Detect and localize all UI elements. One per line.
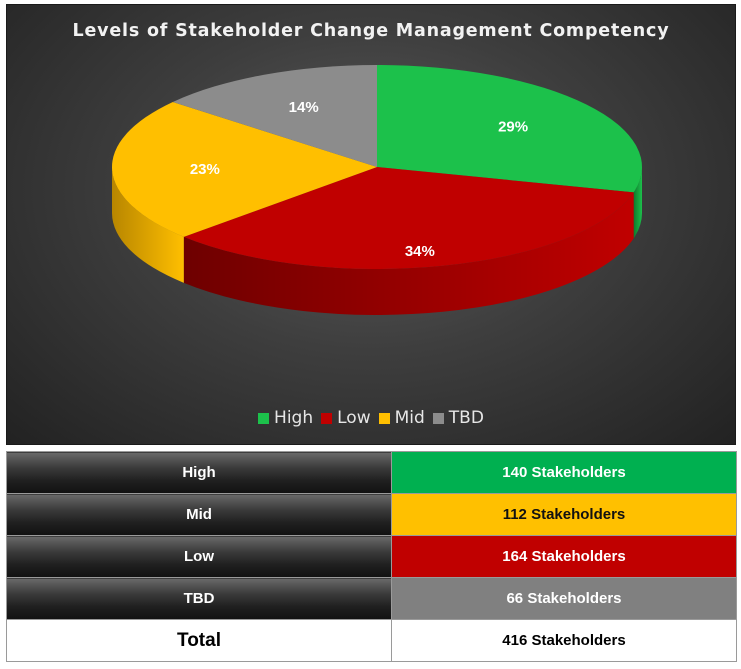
table-row-low: Low 164 Stakeholders xyxy=(6,535,737,578)
legend-swatch-mid xyxy=(378,412,390,424)
table-row-mid: Mid 112 Stakeholders xyxy=(6,493,737,536)
pie-slice-low xyxy=(183,167,634,270)
pie-chart: 29% 34% 23% 14% xyxy=(112,65,642,315)
total-value: 416 Stakeholders xyxy=(391,619,737,662)
total-label: Total xyxy=(6,619,392,662)
pie-slice-high xyxy=(377,65,642,193)
legend-swatch-low xyxy=(321,412,333,424)
row-label-mid: Mid xyxy=(6,493,392,536)
legend-label-high: High xyxy=(274,408,314,428)
table-row-total: Total 416 Stakeholders xyxy=(6,619,737,662)
row-label-low: Low xyxy=(6,535,392,578)
row-value-mid: 112 Stakeholders xyxy=(391,493,737,536)
pie-label-low: 34% xyxy=(405,243,435,260)
legend-label-tbd: TBD xyxy=(448,408,484,428)
legend-item-mid: Mid xyxy=(378,408,425,428)
legend-swatch-high xyxy=(258,412,270,424)
legend-item-high: High xyxy=(258,408,313,428)
table-row-high: High 140 Stakeholders xyxy=(6,451,737,494)
pie-side-high xyxy=(633,167,642,239)
chart-title: Levels of Stakeholder Change Management … xyxy=(72,21,670,41)
table-row-tbd: TBD 66 Stakeholders xyxy=(6,577,737,620)
pie-side-mid xyxy=(112,167,184,283)
summary-table: High 140 Stakeholders Mid 112 Stakeholde… xyxy=(6,451,737,662)
pie-slice-mid xyxy=(112,101,378,237)
pie-side-low xyxy=(183,192,634,315)
legend-item-tbd: TBD xyxy=(432,408,484,428)
row-label-high: High xyxy=(6,451,392,494)
pie-label-high: 29% xyxy=(498,118,528,135)
legend-label-mid: Mid xyxy=(394,408,425,428)
pie-label-mid: 23% xyxy=(190,161,220,178)
row-label-tbd: TBD xyxy=(6,577,392,620)
legend: High Low Mid TBD xyxy=(7,408,735,428)
pie-slice-tbd xyxy=(172,65,377,167)
legend-swatch-tbd xyxy=(432,412,444,424)
row-value-high: 140 Stakeholders xyxy=(391,451,737,494)
legend-item-low: Low xyxy=(321,408,371,428)
pie-label-tbd: 14% xyxy=(289,99,319,116)
legend-label-low: Low xyxy=(337,408,371,428)
row-value-low: 164 Stakeholders xyxy=(391,535,737,578)
chart-panel: Levels of Stakeholder Change Management … xyxy=(6,4,736,445)
row-value-tbd: 66 Stakeholders xyxy=(391,577,737,620)
